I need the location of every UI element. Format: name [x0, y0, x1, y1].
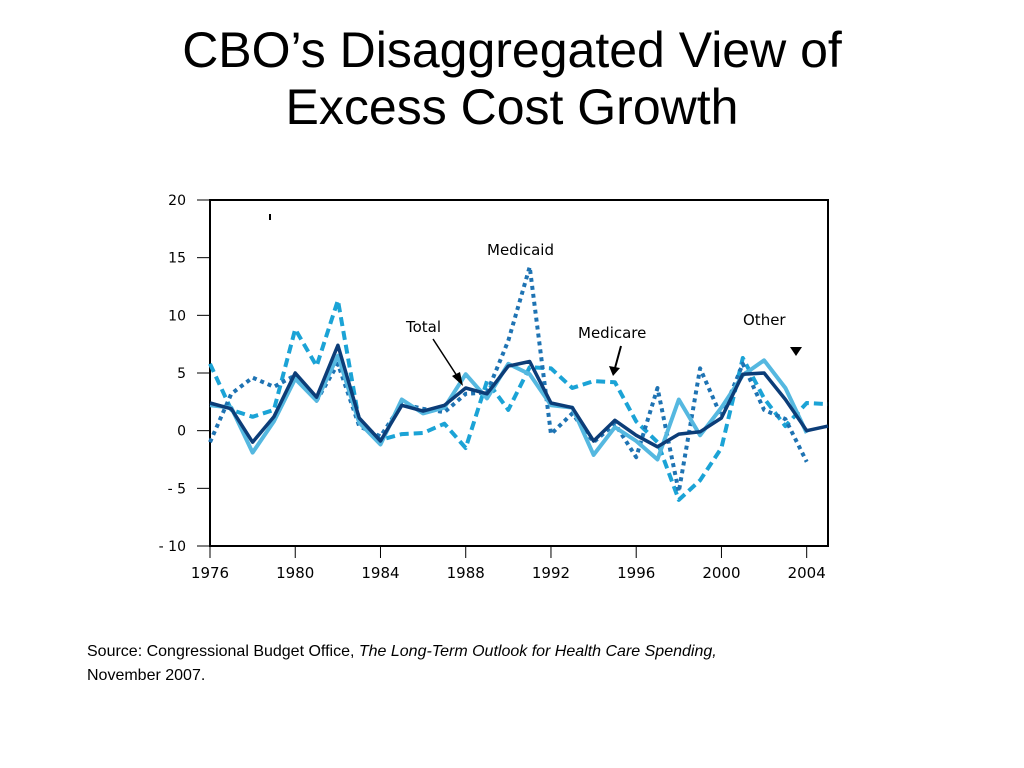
- x-axis: 1976 1980 1984 1988 1992 1996 2000 2004: [191, 546, 826, 582]
- excess-cost-growth-chart: 20 15 10 5 0 - 5 - 10 1976 1980 1984 1988 1992 1996…: [159, 193, 829, 582]
- x-tick-label: 2000: [702, 564, 740, 582]
- medicare-arrow-line: [614, 345, 622, 369]
- y-tick-label: - 5: [168, 481, 186, 497]
- series-line-medicaid: [208, 264, 809, 494]
- annotations: Medicaid Total Medicare Other: [405, 241, 802, 386]
- x-tick-label: 2004: [788, 564, 826, 582]
- total-arrow-line: [432, 338, 460, 380]
- y-tick-label: 5: [177, 366, 186, 382]
- source-publication: The Long-Term Outlook for Health Care Sp…: [358, 643, 717, 660]
- annotation-medicare: Medicare: [578, 324, 646, 342]
- y-tick-label: 0: [177, 424, 186, 440]
- y-tick-label: - 10: [159, 539, 186, 555]
- x-tick-label: 1996: [617, 564, 655, 582]
- x-tick-label: 1992: [532, 564, 570, 582]
- x-tick-label: 1988: [447, 564, 485, 582]
- y-tick-label: 10: [168, 308, 186, 324]
- x-tick-label: 1976: [191, 564, 229, 582]
- medicare-arrow-head: [609, 366, 620, 376]
- total-arrow-head: [452, 372, 463, 386]
- series-lines: [208, 264, 829, 502]
- source-note: Source: Congressional Budget Office, The…: [87, 640, 947, 688]
- series-line-other: [208, 298, 829, 502]
- annotation-total: Total: [405, 318, 441, 336]
- x-tick-label: 1980: [276, 564, 314, 582]
- source-date: November 2007.: [87, 667, 206, 684]
- y-tick-label: 15: [168, 251, 186, 267]
- other-arrow-head: [790, 347, 802, 356]
- slide-title-line-2: Excess Cost Growth: [285, 79, 739, 135]
- y-axis: 20 15 10 5 0 - 5 - 10: [159, 193, 210, 555]
- x-tick-label: 1984: [361, 564, 399, 582]
- y-tick-label: 20: [168, 193, 186, 209]
- annotation-medicaid: Medicaid: [487, 241, 554, 259]
- annotation-other: Other: [743, 311, 786, 329]
- slide-title-line-1: CBO’s Disaggregated View of: [182, 22, 842, 78]
- series-line-total: [209, 343, 829, 449]
- source-prefix: Source: Congressional Budget Office,: [87, 643, 359, 660]
- slide-title: CBO’s Disaggregated View of Excess Cost …: [0, 22, 1024, 136]
